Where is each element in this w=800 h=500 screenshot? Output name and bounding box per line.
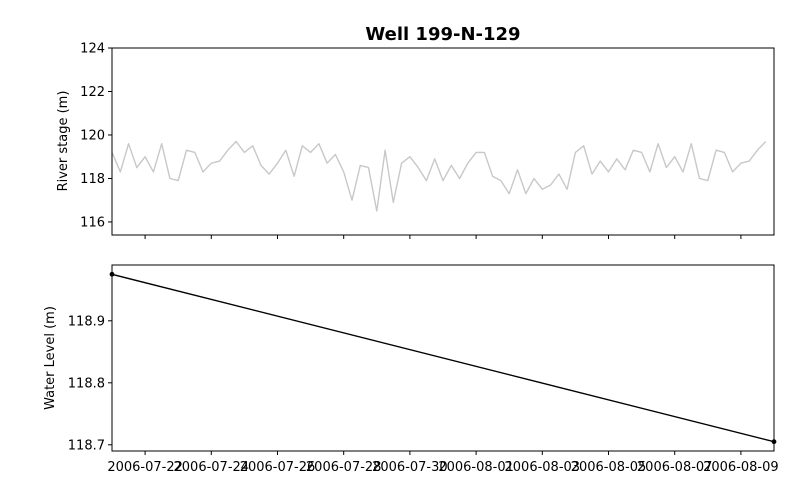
water-level-x-tick-label-6: 2006-08-03 <box>505 460 581 475</box>
river-stage-y-ticks: 116 118 120 122 124 <box>80 42 112 230</box>
water-level-x-tick-label-9: 2006-08-09 <box>703 460 779 475</box>
water-level-series <box>109 271 777 445</box>
river-stage-y-tick-label-0: 116 <box>80 215 105 230</box>
river-stage-axes-frame <box>111 47 775 236</box>
water-level-x-tick-label-3: 2006-07-28 <box>306 460 382 475</box>
river-stage-y-tick-label-4: 124 <box>80 42 105 57</box>
water-level-line-0 <box>112 274 774 441</box>
river-stage-line-0 <box>112 142 766 212</box>
water-level-y-ticks: 118.7 118.8 118.9 <box>68 314 112 453</box>
chart-title: Well 199-N-129 <box>365 24 520 45</box>
water-level-axes-frame <box>111 264 775 452</box>
water-level-y-tick-label-0: 118.7 <box>68 438 105 453</box>
river-stage-series <box>112 142 766 212</box>
water-level-x-tick-label-1: 2006-07-24 <box>174 460 250 475</box>
river-stage-y-tick-label-3: 122 <box>80 85 105 100</box>
water-level-x-tick-label-5: 2006-08-01 <box>438 460 514 475</box>
river-stage-y-tick-label-1: 118 <box>80 172 105 187</box>
water-level-x-tick-label-4: 2006-07-30 <box>372 460 448 475</box>
river-stage-y-tick-label-2: 120 <box>80 128 105 143</box>
river-stage-x-ticks <box>144 235 742 239</box>
water-level-y-axis-label: Water Level (m) <box>43 306 58 410</box>
water-level-y-tick-label-1: 118.8 <box>68 376 105 391</box>
water-level-x-tick-label-7: 2006-08-05 <box>571 460 647 475</box>
water-level-x-tick-label-0: 2006-07-22 <box>107 460 183 475</box>
water-level-x-tick-label-8: 2006-08-07 <box>637 460 713 475</box>
water-level-y-tick-label-2: 118.9 <box>68 314 105 329</box>
water-level-x-tick-label-2: 2006-07-26 <box>240 460 316 475</box>
river-stage-y-axis-label: River stage (m) <box>56 91 71 192</box>
water-level-x-ticks: 2006-07-222006-07-242006-07-262006-07-28… <box>107 451 779 475</box>
river-stage-panel: 116 118 120 122 124 River stage (m) <box>56 42 775 239</box>
